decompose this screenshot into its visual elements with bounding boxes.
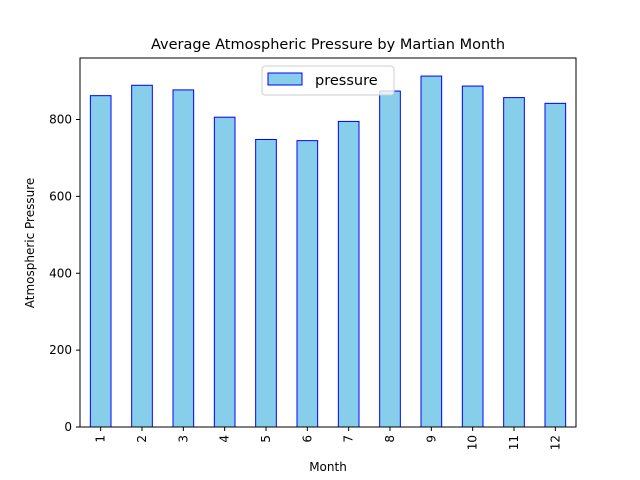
y-tick-label: 800 (49, 113, 72, 127)
legend: pressure (261, 65, 395, 96)
bar-month-11 (503, 97, 525, 428)
x-tick-label: 7 (342, 435, 356, 443)
y-tick-label: 0 (64, 420, 72, 434)
x-tick-label: 8 (383, 435, 397, 443)
x-tick-label: 1 (94, 435, 108, 443)
bar-month-1 (89, 95, 112, 428)
x-tick-label: 11 (507, 435, 521, 450)
x-tick-label: 3 (176, 435, 190, 443)
legend-swatch-pressure (267, 72, 303, 86)
bar-month-2 (131, 84, 153, 428)
bar-month-12 (544, 102, 567, 428)
bar-month-6 (296, 140, 319, 428)
bar-month-3 (172, 89, 195, 428)
x-axis-label: Month (309, 460, 347, 474)
bar-month-8 (379, 90, 401, 428)
x-tick-label: 12 (548, 435, 562, 450)
x-tick-label: 5 (259, 435, 273, 443)
x-tick-label: 4 (218, 435, 232, 443)
y-tick-label: 200 (49, 343, 72, 357)
y-axis-ticks: 0 200 400 600 800 (49, 113, 80, 434)
bar-group (89, 75, 567, 428)
bar-month-7 (337, 120, 360, 428)
x-tick-label: 10 (466, 435, 480, 450)
bar-month-4 (213, 116, 236, 428)
x-tick-label: 6 (300, 435, 314, 443)
bar-month-9 (420, 75, 443, 428)
bar-month-5 (255, 138, 277, 428)
x-tick-label: 9 (424, 435, 438, 443)
legend-label-pressure: pressure (315, 73, 378, 89)
y-axis-label: Atmospheric Pressure (23, 178, 37, 309)
bar-month-10 (461, 85, 484, 428)
y-tick-label: 600 (49, 189, 72, 203)
chart-title: Average Atmospheric Pressure by Martian … (151, 37, 505, 53)
y-tick-label: 400 (49, 266, 72, 280)
x-axis-ticks: 1 2 3 4 5 6 7 8 9 10 11 12 (94, 427, 562, 450)
plot-frame (79, 57, 577, 428)
x-tick-label: 2 (135, 435, 149, 443)
